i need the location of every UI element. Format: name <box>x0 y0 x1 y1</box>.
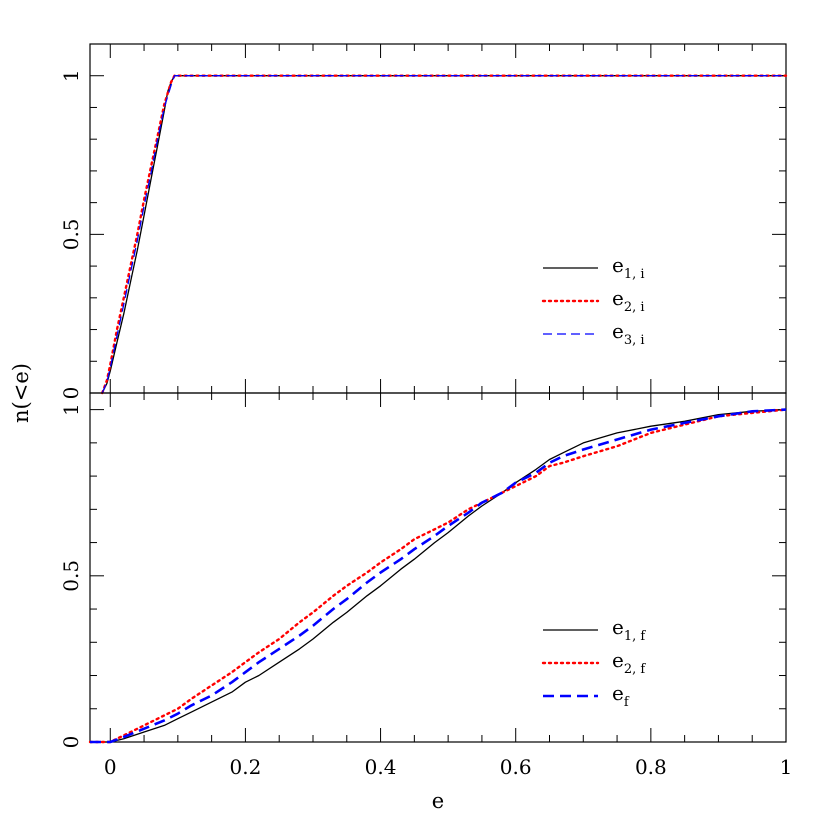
panel-frame <box>89 43 787 394</box>
x-tick-label: 0.6 <box>500 755 532 779</box>
x-tick-labels: 0 0.2 0.4 0.6 0.8 1 <box>104 755 792 779</box>
x-axis-label: e <box>432 789 444 813</box>
panel-frame <box>89 392 787 743</box>
series-line-3-i <box>101 75 786 394</box>
panel-bottom: 0 0.5 1 e1, f e2, f ef <box>59 392 788 749</box>
y-tick-label: 1 <box>59 403 83 416</box>
x-tick-label: 1 <box>780 755 793 779</box>
y-tick-label: 0 <box>59 736 83 749</box>
y-tick-label: 0.5 <box>59 218 83 250</box>
series-line-2-f <box>88 408 788 744</box>
x-tick-label: 0 <box>104 755 117 779</box>
x-tick-label: 0.8 <box>635 755 667 779</box>
y-tick-label: 0.5 <box>59 560 83 592</box>
x-tick-label: 0.2 <box>230 755 262 779</box>
panel-top: 0 0.5 1 e1, i e2, i e3, i <box>59 43 788 400</box>
x-tick-label: 0.4 <box>365 755 397 779</box>
legend-label: e1, i <box>612 253 645 282</box>
series-line-1-f <box>90 408 787 743</box>
y-tick-label: 1 <box>59 69 83 82</box>
y-axis-label: n(<e) <box>9 363 33 423</box>
series-line-1-i <box>101 75 786 394</box>
y-tick-label: 0 <box>59 387 83 400</box>
series-line-f <box>90 408 787 744</box>
legend-label: e1, f <box>612 615 646 644</box>
legend-label: e2, f <box>612 648 646 677</box>
legend-label: ef <box>612 681 630 710</box>
legend-label: e3, i <box>612 319 645 348</box>
series-line-2-i <box>100 74 788 395</box>
legend-label: e2, i <box>612 286 645 315</box>
